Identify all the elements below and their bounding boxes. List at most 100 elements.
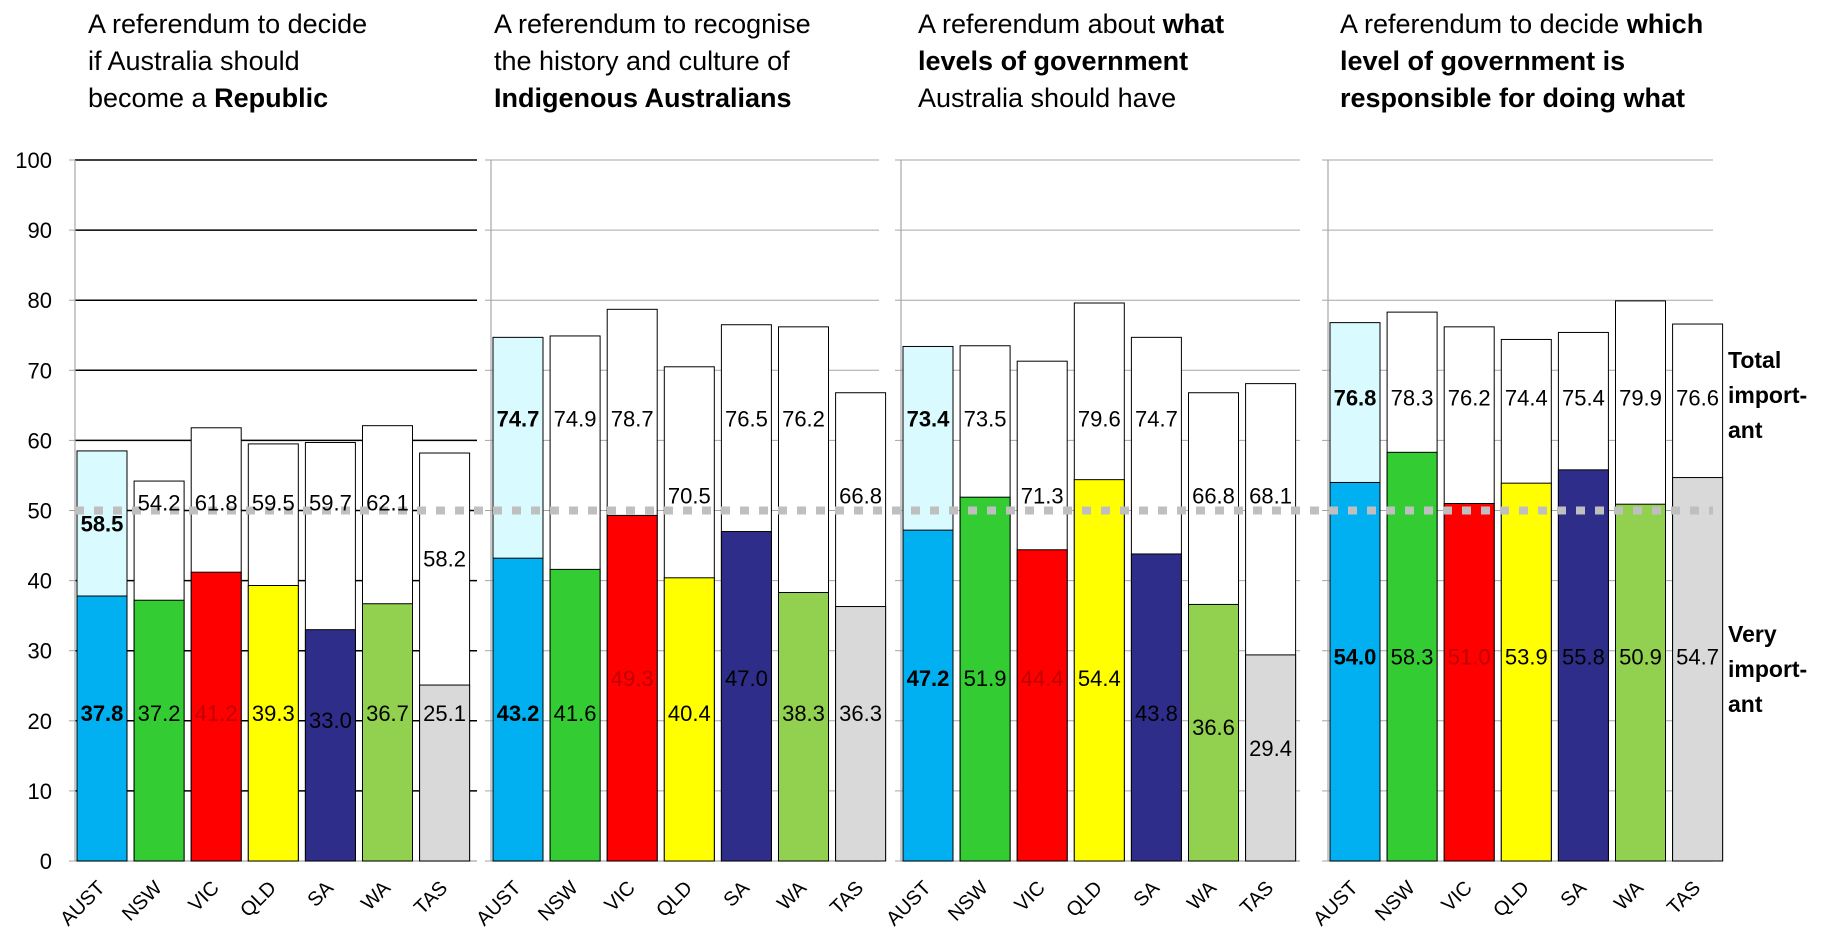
y-tick-label: 0 <box>40 849 52 874</box>
value-label-very-important: 25.1 <box>423 701 466 726</box>
value-label-total-important: 58.2 <box>423 547 466 572</box>
value-label-very-important: 36.3 <box>839 701 882 726</box>
y-axis: 0 10 20 30 40 50 60 70 80 90 100 <box>15 148 52 874</box>
bar-very-important <box>663 577 715 862</box>
value-label-very-important: 39.3 <box>252 701 295 726</box>
x-tick-label: AUST <box>1309 877 1362 930</box>
bar-very-important <box>1329 481 1381 862</box>
x-tick-label: WA <box>357 877 395 915</box>
y-tick-label: 10 <box>28 779 52 804</box>
x-tick-label: WA <box>773 877 811 915</box>
y-tick-label: 30 <box>28 639 52 664</box>
bar-very-important <box>959 496 1011 862</box>
bar-very-important <box>362 603 413 862</box>
value-label-very-important: 50.9 <box>1619 645 1662 670</box>
value-label-very-important: 54.0 <box>1334 645 1377 670</box>
bar-very-important <box>1188 603 1239 862</box>
x-tick-label: QLD <box>236 877 281 922</box>
value-label-very-important: 51.0 <box>1448 645 1491 670</box>
x-axis-labels: AUST NSW VIC QLD SA WA TAS AUST NSW VIC QLD SA WA TAS… <box>56 877 1705 931</box>
x-tick-label: NSW <box>1371 877 1420 926</box>
value-label-very-important: 53.9 <box>1505 645 1548 670</box>
value-label-very-important: 37.2 <box>138 701 181 726</box>
bar-very-important <box>1500 482 1552 862</box>
bar-very-important <box>190 571 242 862</box>
bar-very-important <box>76 595 128 862</box>
value-label-very-important: 41.2 <box>195 701 238 726</box>
value-label-total-important: 62.1 <box>366 491 409 516</box>
value-label-very-important: 36.7 <box>366 701 409 726</box>
y-tick-label: 100 <box>15 148 52 173</box>
bar-very-important <box>1073 479 1125 862</box>
bar-very-important <box>1443 502 1495 862</box>
panel-title-text: A referendum about <box>918 9 1163 39</box>
panel-title-text: become a <box>88 83 215 113</box>
value-label-total-important: 76.2 <box>1448 385 1491 410</box>
panel-title-line: A referendum to decide which <box>1340 6 1703 43</box>
value-label-total-important: 73.4 <box>907 406 951 431</box>
x-tick-label: TAS <box>410 877 452 919</box>
panel-title-bold: what <box>1162 9 1225 39</box>
value-label-total-important: 79.9 <box>1619 385 1662 410</box>
x-tick-label: QLD <box>1062 877 1107 922</box>
bar-very-important <box>902 529 954 862</box>
panel-title-bold: Republic <box>214 83 329 113</box>
value-label-very-important: 49.3 <box>611 666 654 691</box>
legend-line: ant <box>1728 417 1763 443</box>
value-label-total-important: 58.5 <box>81 512 124 537</box>
bar-very-important <box>606 514 658 862</box>
panel-title-line: A referendum to decide <box>88 9 368 39</box>
value-label-total-important: 74.4 <box>1505 385 1548 410</box>
value-label-very-important: 55.8 <box>1562 645 1605 670</box>
bar-very-important <box>492 557 544 862</box>
value-label-very-important: 43.2 <box>497 701 540 726</box>
panel-title-line: if Australia should <box>88 46 300 76</box>
panel-title-line: levels of government <box>918 43 1224 80</box>
bar-very-important <box>247 585 299 862</box>
value-label-total-important: 54.2 <box>138 491 181 516</box>
x-tick-label: VIC <box>1011 877 1050 916</box>
value-label-total-important: 71.3 <box>1021 483 1064 508</box>
value-label-very-important: 47.2 <box>907 666 950 691</box>
y-tick-label: 20 <box>28 709 52 734</box>
x-tick-label: QLD <box>652 877 697 922</box>
panel-title-republic: A referendum to decide if Australia shou… <box>88 6 367 117</box>
value-labels: 37.8 58.5 37.2 54.2 41.2 61.8 39.3 59.5 33.0 59.7… <box>81 385 1719 760</box>
bar-very-important <box>1557 469 1609 862</box>
x-tick-label: VIC <box>185 877 224 916</box>
value-label-very-important: 41.6 <box>554 701 597 726</box>
y-tick-label: 80 <box>28 288 52 313</box>
bar-very-important <box>1615 503 1666 862</box>
value-label-very-important: 54.4 <box>1078 666 1121 691</box>
x-tick-label: TAS <box>826 877 868 919</box>
bar-very-important <box>1130 553 1182 862</box>
value-label-very-important: 54.7 <box>1676 645 1719 670</box>
x-tick-label: TAS <box>1663 877 1705 919</box>
legend-very-important: Very import- ant <box>1728 617 1807 722</box>
x-tick-label: WA <box>1183 877 1221 915</box>
x-tick-label: SA <box>1130 877 1165 912</box>
panel-title-bold: which <box>1626 9 1704 39</box>
value-label-total-important: 70.5 <box>668 483 711 508</box>
value-label-very-important: 47.0 <box>725 666 768 691</box>
value-label-total-important: 76.2 <box>782 406 825 431</box>
bar-very-important <box>778 592 829 862</box>
legend-line: Total <box>1728 347 1782 373</box>
panel-title-responsibility: A referendum to decide which level of go… <box>1340 6 1703 117</box>
x-tick-label: NSW <box>534 877 583 926</box>
y-tick-label: 60 <box>28 428 52 453</box>
value-label-total-important: 78.7 <box>611 406 654 431</box>
value-label-total-important: 76.5 <box>725 406 768 431</box>
bar-very-important <box>1672 477 1724 862</box>
value-label-total-important: 68.1 <box>1249 483 1292 508</box>
value-label-total-important: 61.8 <box>195 491 238 516</box>
y-tick-label: 70 <box>28 358 52 383</box>
x-tick-label: AUST <box>882 877 935 930</box>
x-tick-label: AUST <box>56 877 109 930</box>
bar-very-important <box>549 568 601 862</box>
value-label-very-important: 36.6 <box>1192 715 1235 740</box>
panel-title-bold: level of government is <box>1340 46 1626 76</box>
panel-title-text: A referendum to decide <box>1340 9 1627 39</box>
value-label-total-important: 73.5 <box>964 406 1007 431</box>
